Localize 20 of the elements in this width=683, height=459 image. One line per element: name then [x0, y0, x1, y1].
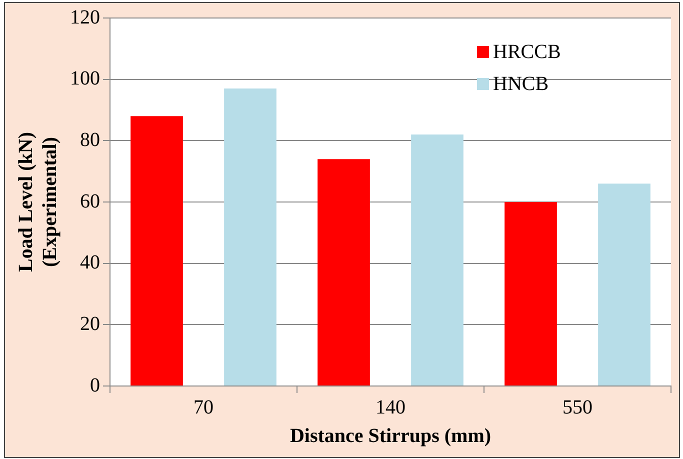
x-tick-label: 550	[562, 396, 592, 418]
bar	[318, 159, 370, 386]
bar	[411, 134, 464, 386]
y-axis-title: Load Level (kN) (Experimental)	[15, 132, 62, 272]
legend-label: HNCB	[493, 72, 549, 97]
y-tick-label: 100	[70, 68, 100, 90]
legend-label: HRCCB	[493, 40, 561, 65]
y-tick-label: 0	[90, 374, 100, 396]
bar	[598, 184, 650, 386]
y-tick-label: 40	[80, 252, 100, 274]
x-tick-label: 140	[376, 396, 406, 418]
y-tick-label: 20	[80, 312, 100, 335]
y-tick-label: 120	[70, 6, 100, 28]
y-tick-label: 80	[80, 128, 100, 151]
x-tick-label: 70	[194, 396, 214, 418]
y-tick-label: 60	[80, 190, 100, 212]
x-axis-title: Distance Stirrups (mm)	[290, 425, 492, 448]
bar	[224, 88, 276, 386]
bar	[130, 116, 183, 386]
bar	[504, 202, 557, 386]
